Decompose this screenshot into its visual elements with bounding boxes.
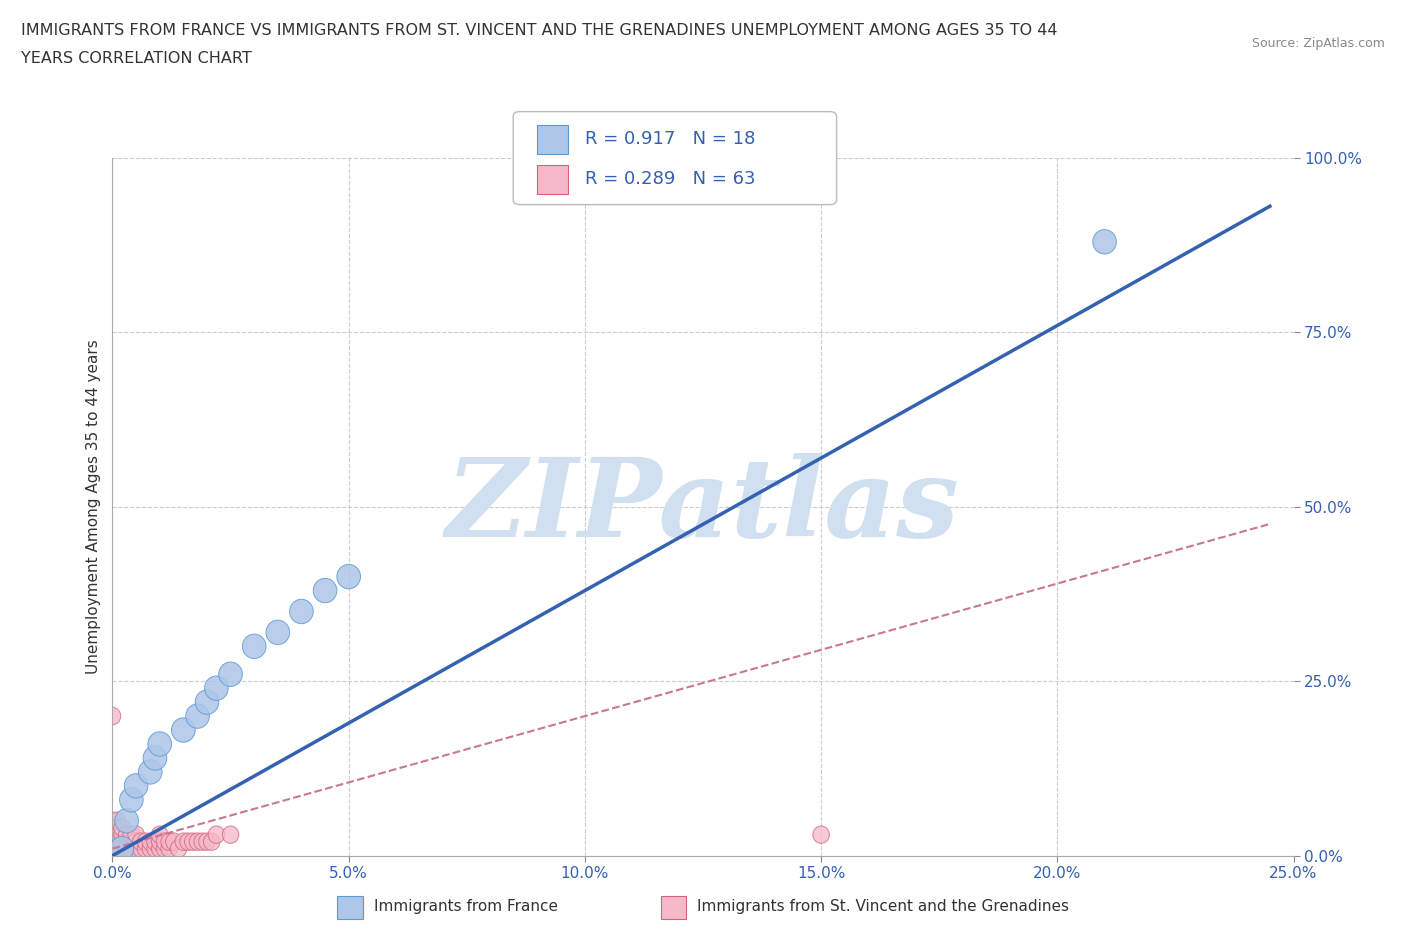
Text: R = 0.289   N = 63: R = 0.289 N = 63: [585, 170, 755, 189]
Ellipse shape: [160, 833, 177, 850]
Ellipse shape: [146, 840, 163, 857]
Ellipse shape: [813, 826, 830, 844]
Ellipse shape: [114, 819, 131, 836]
Ellipse shape: [104, 833, 121, 850]
Ellipse shape: [146, 833, 163, 850]
Ellipse shape: [120, 788, 143, 812]
Ellipse shape: [180, 833, 197, 850]
Ellipse shape: [104, 812, 121, 830]
Ellipse shape: [128, 840, 145, 857]
Ellipse shape: [266, 620, 290, 644]
Ellipse shape: [142, 840, 159, 857]
Ellipse shape: [195, 690, 219, 714]
Ellipse shape: [104, 708, 121, 724]
Ellipse shape: [152, 826, 167, 844]
Ellipse shape: [142, 833, 159, 850]
Y-axis label: Unemployment Among Ages 35 to 44 years: Unemployment Among Ages 35 to 44 years: [86, 339, 101, 674]
Ellipse shape: [118, 833, 135, 850]
Ellipse shape: [114, 826, 131, 844]
Ellipse shape: [337, 565, 360, 589]
Ellipse shape: [152, 833, 167, 850]
Ellipse shape: [156, 840, 173, 857]
Ellipse shape: [114, 833, 131, 850]
Ellipse shape: [148, 732, 172, 756]
Ellipse shape: [108, 819, 125, 836]
Ellipse shape: [152, 840, 167, 857]
Text: ZIPatlas: ZIPatlas: [446, 453, 960, 561]
Ellipse shape: [108, 840, 125, 857]
Text: R = 0.917   N = 18: R = 0.917 N = 18: [585, 130, 755, 149]
Ellipse shape: [132, 840, 149, 857]
Ellipse shape: [104, 847, 121, 864]
Ellipse shape: [186, 704, 209, 728]
Ellipse shape: [104, 847, 121, 864]
Ellipse shape: [208, 826, 225, 844]
Ellipse shape: [160, 840, 177, 857]
Ellipse shape: [115, 808, 138, 833]
Ellipse shape: [118, 826, 135, 844]
Ellipse shape: [1092, 230, 1116, 254]
Ellipse shape: [104, 819, 121, 836]
Ellipse shape: [118, 847, 135, 864]
Ellipse shape: [170, 840, 187, 857]
Ellipse shape: [204, 833, 219, 850]
Ellipse shape: [176, 833, 191, 850]
Ellipse shape: [156, 833, 173, 850]
Ellipse shape: [104, 840, 121, 857]
Ellipse shape: [104, 847, 121, 864]
Ellipse shape: [124, 826, 139, 844]
Ellipse shape: [166, 833, 183, 850]
Text: YEARS CORRELATION CHART: YEARS CORRELATION CHART: [21, 51, 252, 66]
Ellipse shape: [104, 847, 121, 864]
Text: Source: ZipAtlas.com: Source: ZipAtlas.com: [1251, 37, 1385, 50]
Ellipse shape: [128, 833, 145, 850]
Ellipse shape: [104, 826, 121, 844]
Ellipse shape: [184, 833, 201, 850]
Ellipse shape: [172, 718, 195, 742]
Ellipse shape: [138, 840, 153, 857]
Ellipse shape: [108, 847, 125, 864]
Text: Immigrants from France: Immigrants from France: [374, 899, 558, 914]
Ellipse shape: [104, 847, 121, 864]
Ellipse shape: [108, 833, 125, 850]
Ellipse shape: [190, 833, 205, 850]
Ellipse shape: [110, 836, 134, 861]
Ellipse shape: [128, 826, 145, 844]
Ellipse shape: [108, 812, 125, 830]
Ellipse shape: [124, 840, 139, 857]
Ellipse shape: [143, 746, 167, 770]
Ellipse shape: [205, 676, 228, 700]
Ellipse shape: [194, 833, 211, 850]
Text: Immigrants from St. Vincent and the Grenadines: Immigrants from St. Vincent and the Gren…: [697, 899, 1070, 914]
Ellipse shape: [114, 847, 131, 864]
Ellipse shape: [104, 847, 121, 864]
Ellipse shape: [222, 826, 239, 844]
Ellipse shape: [314, 578, 337, 603]
Ellipse shape: [198, 833, 215, 850]
Ellipse shape: [114, 840, 131, 857]
Ellipse shape: [104, 847, 121, 864]
Ellipse shape: [104, 847, 121, 864]
Ellipse shape: [138, 760, 162, 784]
Ellipse shape: [132, 833, 149, 850]
Ellipse shape: [219, 662, 242, 686]
Ellipse shape: [104, 847, 121, 864]
Ellipse shape: [242, 634, 266, 658]
Ellipse shape: [118, 840, 135, 857]
Ellipse shape: [290, 599, 314, 624]
Ellipse shape: [124, 833, 139, 850]
Ellipse shape: [124, 774, 148, 798]
Text: IMMIGRANTS FROM FRANCE VS IMMIGRANTS FROM ST. VINCENT AND THE GRENADINES UNEMPLO: IMMIGRANTS FROM FRANCE VS IMMIGRANTS FRO…: [21, 23, 1057, 38]
Ellipse shape: [138, 833, 153, 850]
Ellipse shape: [108, 826, 125, 844]
